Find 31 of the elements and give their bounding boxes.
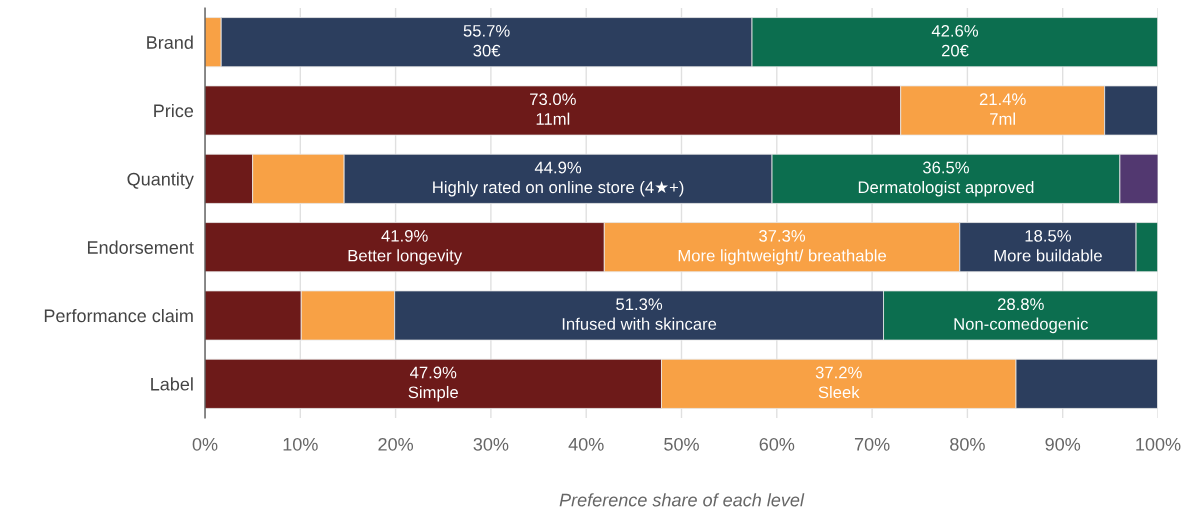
x-tick-label: 0% (192, 437, 218, 451)
data-label: 37.3% More lightweight/ breathable (678, 229, 886, 265)
y-tick-label: Brand (147, 35, 193, 49)
y-tick-label: Quantity (127, 172, 194, 190)
y-tick-label: Endorsement (87, 240, 194, 254)
data-label: 37.2% Sleek (815, 366, 862, 399)
x-axis-title: Preference share of each level (559, 493, 805, 507)
data-label: 18.5% More buildable (994, 229, 1102, 262)
data-label: 41.9% Better longevity (348, 229, 463, 265)
x-tick-label: 10% (283, 437, 318, 451)
x-tick-label: 100% (1136, 437, 1181, 451)
data-label: 73.0% 11ml (530, 93, 576, 125)
x-tick-label: 80% (950, 437, 985, 451)
data-label: 28.8% Non-comedogenic (954, 298, 1088, 334)
data-label: 44.9% Highly rated on online store (4★+) (433, 161, 684, 197)
data-label: 42.6% 20€ (931, 24, 979, 57)
x-tick-label: 50% (664, 437, 699, 451)
data-label: 36.5% Dermatologist approved (858, 161, 1034, 197)
x-tick-label: 60% (759, 437, 795, 451)
x-tick-label: 40% (568, 437, 604, 451)
y-tick-label: Label (151, 377, 193, 391)
x-tick-label: 90% (1045, 437, 1081, 451)
y-tick-label: Performance claim (44, 308, 193, 323)
x-tick-label: 20% (378, 437, 414, 451)
x-tick-label: 30% (473, 437, 509, 451)
data-label: 21.4% 7ml (979, 93, 1026, 125)
x-tick-label: 70% (854, 437, 890, 451)
data-label: 55.7% 30€ (463, 25, 510, 57)
data-label: 47.9% Simple (408, 366, 458, 402)
y-tick-label: Price (154, 103, 194, 118)
data-label: 51.3% Infused with skincare (562, 298, 717, 330)
